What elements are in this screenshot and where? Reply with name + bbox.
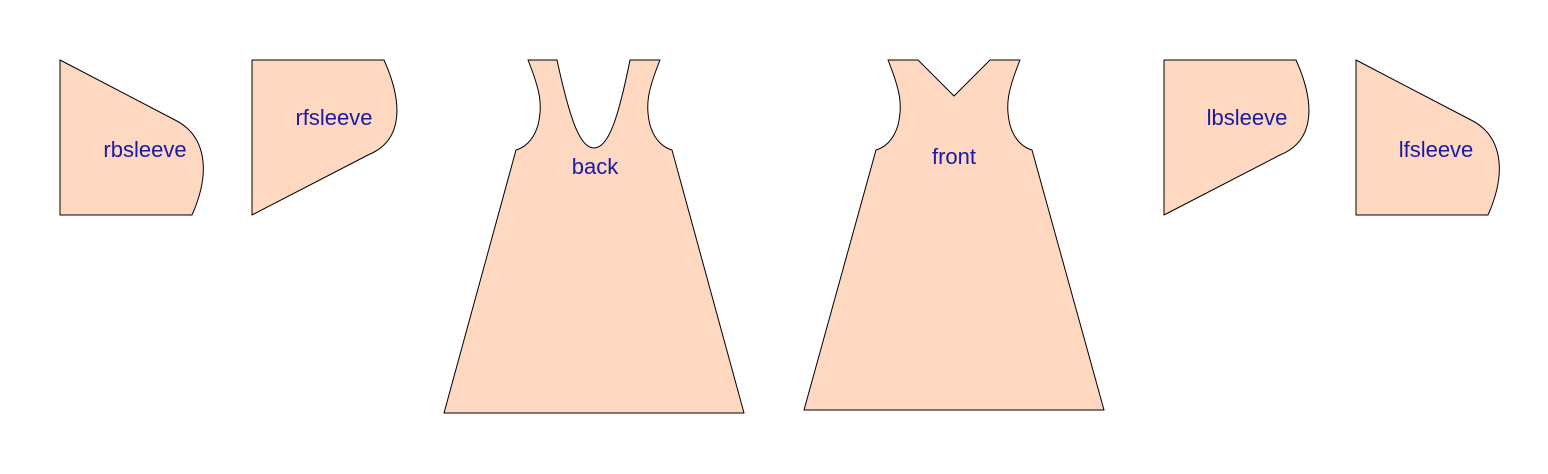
piece-lbsleeve-label: lbsleeve <box>1207 105 1288 130</box>
piece-front[interactable]: front <box>803 59 1105 411</box>
piece-lbsleeve[interactable]: lbsleeve <box>1163 59 1310 216</box>
piece-rbsleeve-shape <box>59 59 204 216</box>
piece-lfsleeve[interactable]: lfsleeve <box>1355 59 1500 216</box>
piece-back[interactable]: back <box>443 59 745 414</box>
piece-rfsleeve-label: rfsleeve <box>295 105 372 130</box>
piece-rfsleeve[interactable]: rfsleeve <box>251 59 398 216</box>
piece-front-shape <box>803 59 1105 411</box>
piece-lfsleeve-label: lfsleeve <box>1399 137 1474 162</box>
piece-rfsleeve-shape <box>251 59 398 216</box>
piece-back-label: back <box>572 154 619 179</box>
piece-lfsleeve-shape <box>1355 59 1500 216</box>
piece-front-label: front <box>932 144 976 169</box>
piece-rbsleeve-label: rbsleeve <box>103 137 186 162</box>
piece-lbsleeve-shape <box>1163 59 1310 216</box>
piece-back-shape <box>443 59 745 414</box>
piece-rbsleeve[interactable]: rbsleeve <box>59 59 204 216</box>
